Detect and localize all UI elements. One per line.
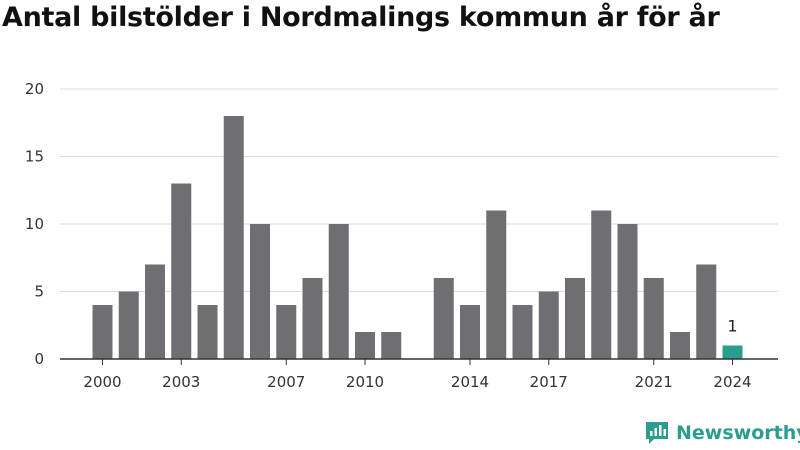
y-tick-label: 0 <box>34 350 44 368</box>
bar-2009 <box>328 224 349 359</box>
x-tick-label: 2021 <box>635 373 673 391</box>
x-tick-label: 2017 <box>530 373 568 391</box>
x-tick-label: 2000 <box>83 373 121 391</box>
bar-2000 <box>92 305 113 359</box>
bar-2023 <box>696 264 717 359</box>
x-tick-label: 2014 <box>451 373 489 391</box>
bar-2020 <box>617 224 638 359</box>
bar-2010 <box>355 332 375 359</box>
data-labels: 1 <box>727 317 737 336</box>
y-axis-ticks: 0 5 10 15 20 <box>25 80 44 368</box>
gridlines <box>60 88 778 292</box>
bar-2016 <box>512 305 533 359</box>
bar-2018 <box>565 278 585 359</box>
chart-title: Antal bilstölder i Nordmalings kommun år… <box>2 2 720 33</box>
bar-2015 <box>486 210 507 359</box>
bar-2022 <box>670 332 690 359</box>
x-tick-label: 2007 <box>267 373 305 391</box>
bar-2004 <box>197 305 218 359</box>
bar-2013 <box>433 278 454 359</box>
x-tick-label: 2024 <box>713 373 751 391</box>
bar-2001 <box>118 291 139 359</box>
data-label-2024: 1 <box>727 317 737 336</box>
bar-2019 <box>591 210 612 359</box>
bar-2017 <box>538 291 559 359</box>
bar-2008 <box>302 278 323 359</box>
bar-2002 <box>145 264 165 359</box>
bar-2007 <box>276 305 297 359</box>
bar-2024 <box>722 345 743 359</box>
bar-2003 <box>171 183 192 359</box>
x-tick-label: 2010 <box>346 373 384 391</box>
bar-2006 <box>250 224 270 359</box>
y-tick-label: 5 <box>34 283 44 301</box>
y-tick-label: 15 <box>25 148 44 166</box>
bar-2014 <box>460 305 480 359</box>
newsworthy-logo-icon <box>646 422 668 444</box>
bar-2005 <box>223 116 244 359</box>
y-tick-label: 10 <box>25 215 44 233</box>
y-tick-label: 20 <box>25 80 44 98</box>
newsworthy-brand: Newsworthy <box>644 420 800 446</box>
bar-2021 <box>643 278 664 359</box>
bar-2011 <box>381 332 402 359</box>
brand-name: Newsworthy <box>676 422 800 444</box>
x-tick-label: 2003 <box>162 373 200 391</box>
bars <box>92 116 743 359</box>
x-axis: 2000 2003 2007 2010 2014 2017 2021 2024 <box>60 358 778 391</box>
